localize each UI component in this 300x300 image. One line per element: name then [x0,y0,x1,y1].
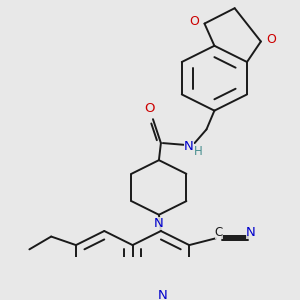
Text: C: C [215,226,223,239]
Text: N: N [158,290,168,300]
Text: N: N [184,140,194,153]
Text: O: O [266,33,276,46]
Text: O: O [144,102,154,115]
Text: H: H [194,145,203,158]
Text: N: N [154,217,164,230]
Text: O: O [190,15,200,28]
Text: N: N [246,226,256,239]
